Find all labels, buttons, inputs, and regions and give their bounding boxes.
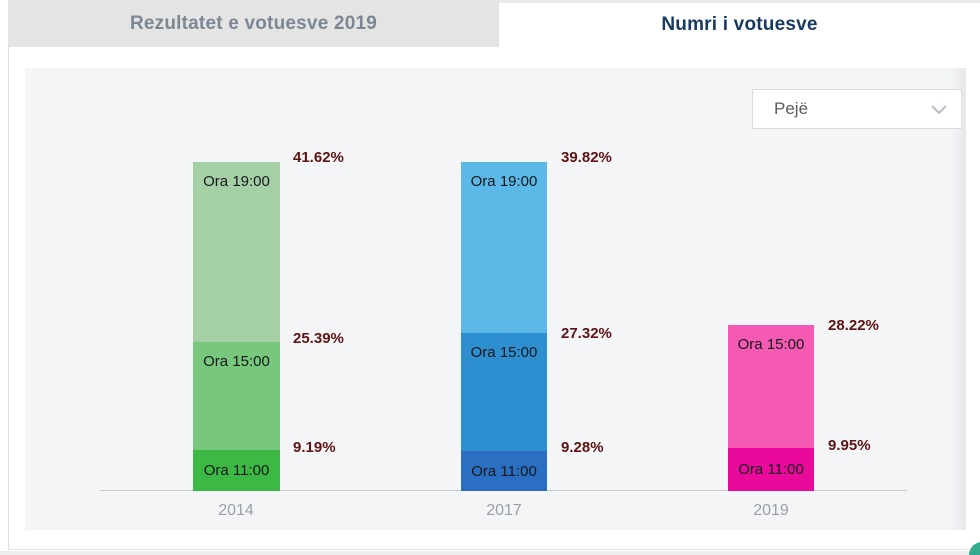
x-axis-label-2014: 2014 <box>218 502 254 519</box>
bar-segment-2019-ora-15[interactable]: Ora 15:00 <box>728 325 814 448</box>
percent-label-2019-ora-15: 28.22% <box>828 317 879 334</box>
x-axis-label-2019: 2019 <box>753 502 789 519</box>
tab-bar-top-strip <box>499 0 980 3</box>
bar-segment-2017-ora-19[interactable]: Ora 19:00 <box>461 162 547 333</box>
bar-segment-2019-ora-11[interactable]: Ora 11:00 <box>728 448 814 491</box>
bar-segment-2014-ora-11[interactable]: Ora 11:00 <box>193 450 280 491</box>
chevron-down-icon <box>931 104 947 114</box>
bar-segment-2017-ora-11[interactable]: Ora 11:00 <box>461 451 547 491</box>
tab-rezultatet-e-votuesve[interactable]: Rezultatet e votuesve 2019 <box>8 0 499 47</box>
segment-time-label: Ora 15:00 <box>470 344 538 361</box>
segment-time-label: Ora 15:00 <box>737 336 805 353</box>
x-axis-label-2017: 2017 <box>486 502 522 519</box>
segment-time-label: Ora 19:00 <box>203 173 270 190</box>
bottom-strip <box>0 551 980 555</box>
segment-time-label: Ora 11:00 <box>471 462 537 480</box>
percent-label-2017-ora-19: 39.82% <box>561 149 612 166</box>
percent-label-2017-ora-15: 27.32% <box>561 325 612 342</box>
chat-widget-corner[interactable] <box>969 542 980 555</box>
percent-label-2014-ora-15: 25.39% <box>293 330 344 347</box>
segment-time-label: Ora 11:00 <box>738 461 804 478</box>
percent-label-2014-ora-11: 9.19% <box>293 439 336 456</box>
municipality-dropdown[interactable]: Pejë <box>752 89 962 129</box>
percent-label-2014-ora-19: 41.62% <box>293 149 344 166</box>
percent-label-2017-ora-11: 9.28% <box>561 439 604 456</box>
bar-segment-2017-ora-15[interactable]: Ora 15:00 <box>461 333 547 451</box>
dropdown-selected-value: Pejë <box>774 99 809 118</box>
segment-time-label: Ora 11:00 <box>203 462 270 479</box>
segment-time-label: Ora 19:00 <box>470 173 538 190</box>
tab-numri-i-votuesve[interactable]: Numri i votuesve <box>499 3 980 47</box>
percent-label-2019-ora-11: 9.95% <box>828 437 871 454</box>
bar-segment-2014-ora-15[interactable]: Ora 15:00 <box>193 342 280 450</box>
segment-time-label: Ora 15:00 <box>203 353 270 370</box>
bar-segment-2014-ora-19[interactable]: Ora 19:00 <box>193 162 280 342</box>
